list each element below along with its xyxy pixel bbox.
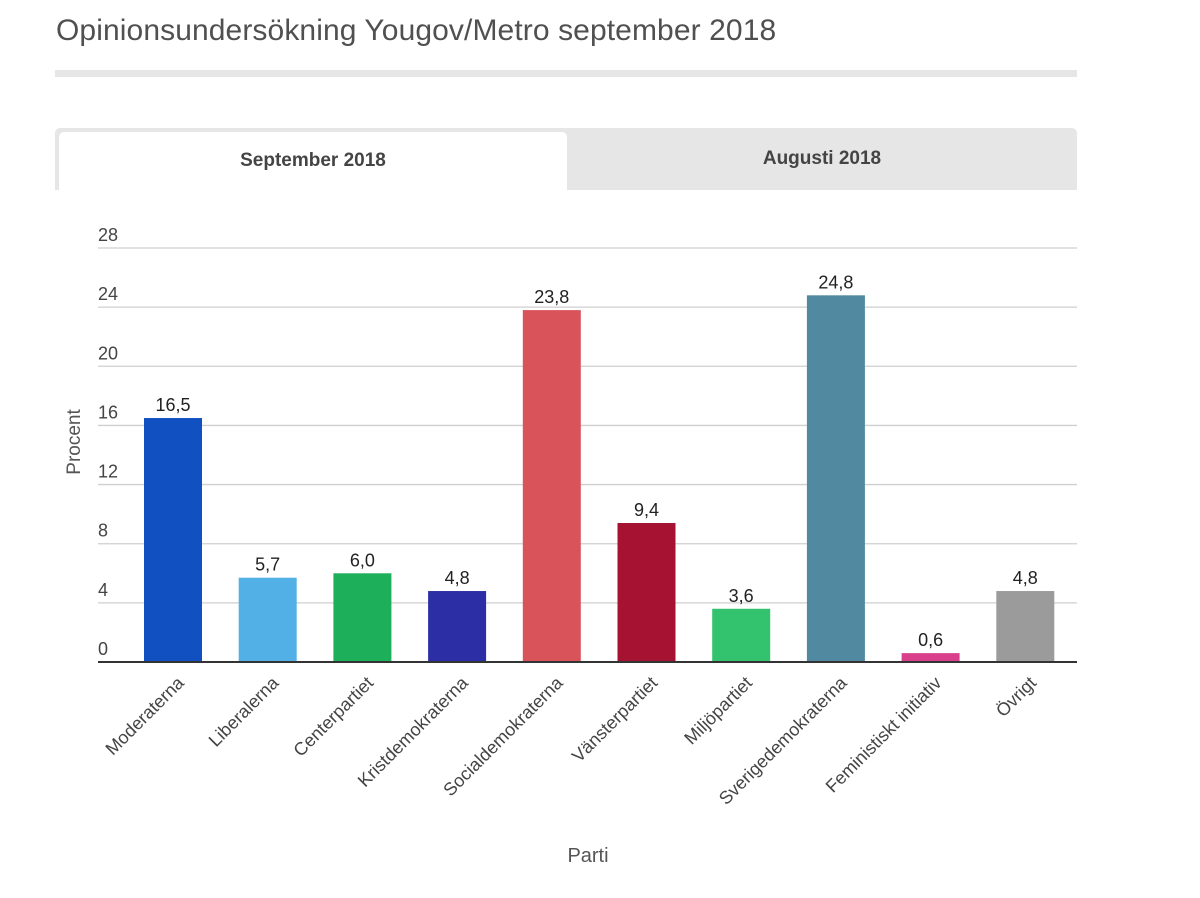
value-label: 16,5 [155,395,190,415]
value-label: 6,0 [350,550,375,570]
bar-övrigt [996,591,1055,662]
x-tick-label: Vänsterpartiet [568,673,661,766]
bar-kristdemokraterna [428,591,487,662]
y-axis-label: Procent [64,409,85,475]
y-tick-label: 12 [98,462,118,482]
x-tick-label: Övrigt [992,673,1040,721]
value-label: 24,8 [818,272,853,292]
bar-vänsterpartiet [617,523,676,662]
value-label: 4,8 [445,568,470,588]
tab-bar: September 2018 Augusti 2018 [55,128,1077,190]
bar-sverigedemokraterna [806,295,865,662]
x-tick-label: Miljöpartiet [680,673,756,749]
value-label: 9,4 [634,500,659,520]
bar-feministiskt-initiativ [901,653,960,662]
bar-centerpartiet [333,573,392,662]
bar-miljöpartiet [712,608,771,662]
tab-augusti-2018[interactable]: Augusti 2018 [762,148,882,169]
y-tick-label: 28 [98,225,118,245]
y-tick-label: 20 [98,343,118,363]
x-tick-labels: Moderaterna Liberalerna CenterpartietKrist… [102,672,1041,809]
bar-moderaterna [144,418,202,662]
grid-lines [98,247,1077,604]
x-axis-label: Parti [567,845,608,867]
y-tick-label: 16 [98,402,118,422]
x-tick-label: Liberalerna [205,672,284,751]
page-title: Opinionsundersökning Yougov/Metro septem… [56,14,777,47]
value-label: 5,7 [255,555,280,575]
y-tick-label: 0 [98,639,108,659]
value-label: 23,8 [534,287,569,307]
value-label: 4,8 [1013,568,1038,588]
title-divider [55,70,1077,77]
value-label: 3,6 [729,586,754,606]
tab-september-2018[interactable]: September 2018 [59,132,567,190]
bar-socialdemokraterna [522,310,581,662]
y-tick-label: 4 [98,580,108,600]
bar-liberalerna [238,577,297,662]
bars [144,295,1055,662]
y-tick-label: 8 [98,521,108,541]
y-tick-label: 24 [98,284,118,304]
y-tick-labels: 0 4 8 12 16 20 24 28 [98,225,118,659]
value-labels: 16,5 5,7 6,0 4,8 23,8 9,4 3,6 24,8 0,6 4,8 [155,272,1037,650]
x-tick-label: Centerpartiet [290,673,378,761]
value-label: 0,6 [918,630,943,650]
x-tick-label: Moderaterna [102,672,189,759]
